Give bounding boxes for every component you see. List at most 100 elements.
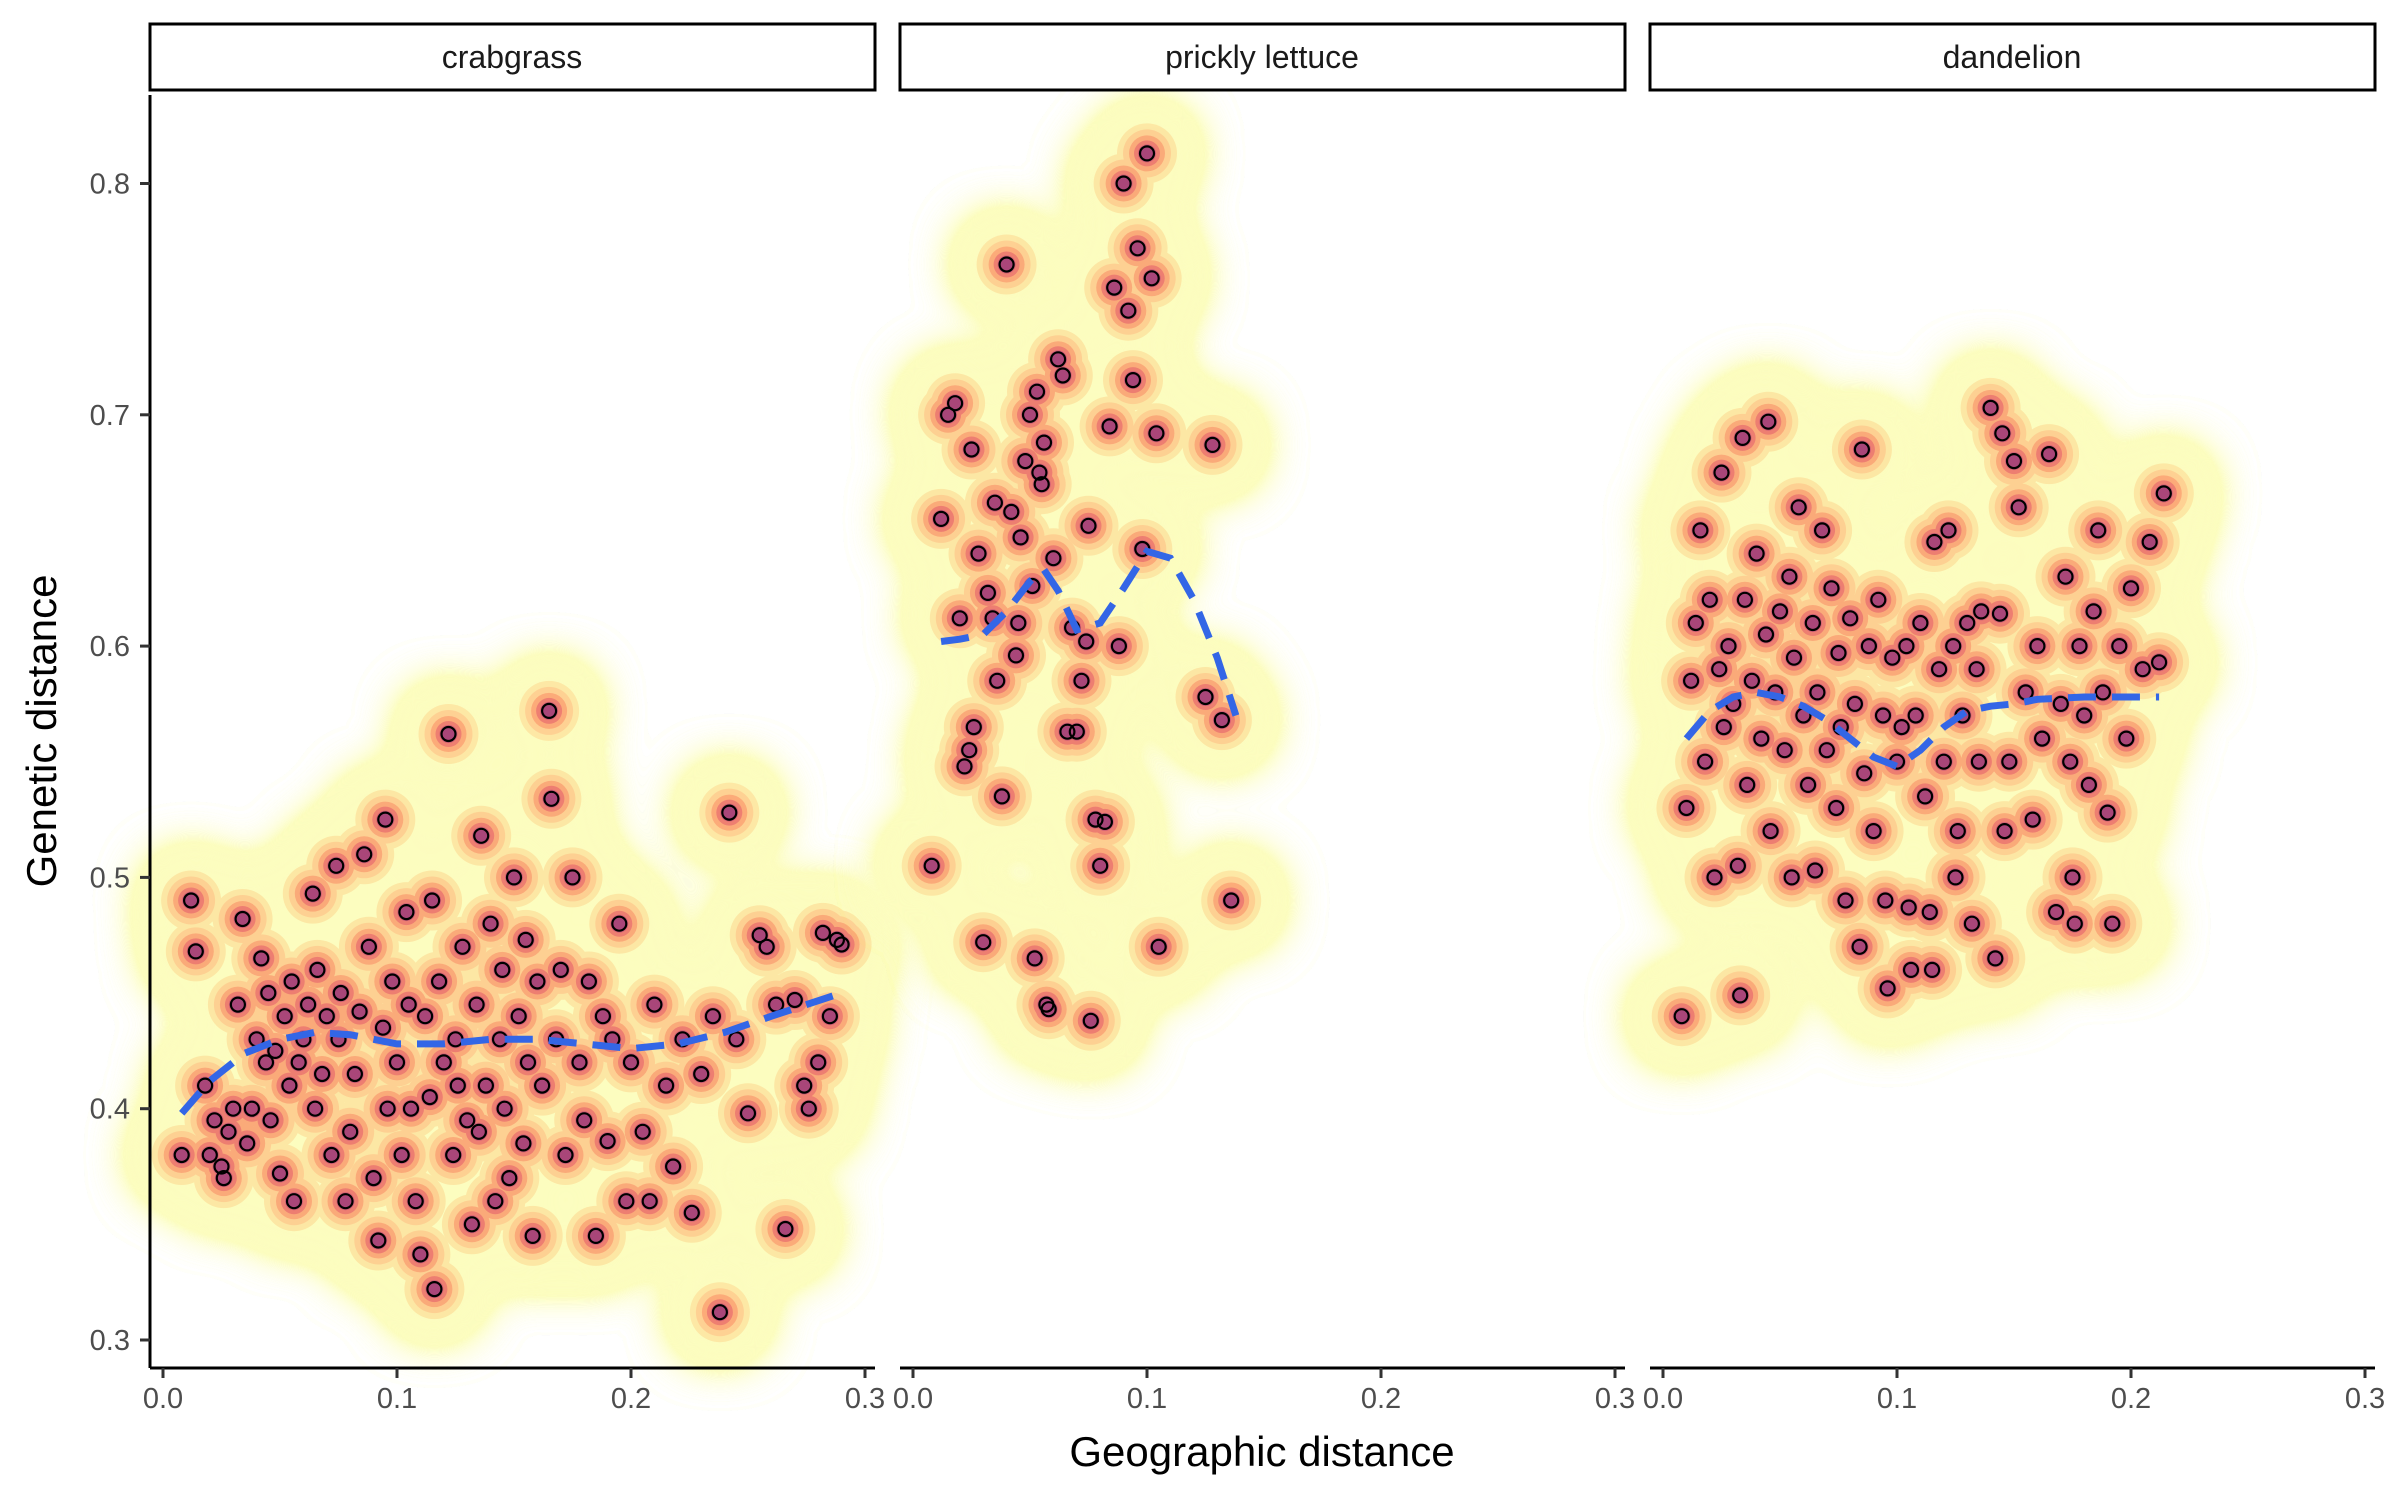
density-kernel <box>995 790 1008 803</box>
strip-box-dandelion <box>1648 22 2377 92</box>
data-point <box>923 857 940 874</box>
data-point <box>1729 857 1747 874</box>
density-kernel <box>1019 455 1032 468</box>
density-kernel <box>1951 825 1964 838</box>
density-kernel <box>2071 702 2098 729</box>
data-point <box>1856 765 1873 782</box>
data-point <box>197 1077 214 1094</box>
density-kernel <box>788 994 801 1006</box>
density-kernel <box>1989 952 2002 965</box>
data-point <box>721 804 738 821</box>
density-kernel <box>1874 975 1901 1002</box>
density-kernel <box>2061 628 2098 665</box>
density-kernel <box>339 1195 352 1208</box>
density-kernel <box>234 1130 261 1157</box>
density-kernel <box>383 1137 420 1173</box>
density-kernel <box>2059 570 2072 583</box>
data-point <box>431 973 448 990</box>
data-point <box>398 903 415 921</box>
density-kernel <box>1680 802 1693 814</box>
density-kernel <box>360 1222 397 1259</box>
data-point <box>704 1008 722 1025</box>
data-point <box>1851 938 1868 955</box>
density-kernel <box>561 1044 598 1081</box>
density-kernel <box>2056 905 2093 942</box>
density-kernel <box>1914 617 1927 629</box>
density-kernel <box>294 875 331 912</box>
data-point <box>1846 695 1864 713</box>
density-kernel <box>1855 443 1868 456</box>
density-kernel <box>1012 448 1039 475</box>
data-point <box>1760 413 1777 430</box>
density-kernel <box>377 1021 389 1034</box>
density-kernel <box>367 1172 380 1185</box>
density-kernel <box>348 1068 361 1080</box>
y-ticks: 0.3 0.4 0.5 0.6 0.7 0.8 <box>90 169 150 1357</box>
density-kernel <box>760 940 773 953</box>
density-kernel <box>185 894 198 907</box>
density-kernel <box>1002 519 1039 556</box>
data-point <box>424 892 441 909</box>
density-kernel <box>589 1229 602 1242</box>
density-kernel <box>1982 595 2018 632</box>
data-point <box>1012 529 1029 546</box>
density-kernel <box>2085 517 2112 544</box>
density-kernel <box>1778 864 1805 891</box>
density-kernel <box>1972 755 1985 768</box>
density-kernel <box>1058 713 1095 750</box>
density-kernel <box>456 940 469 953</box>
density-kernel <box>970 929 997 956</box>
density-kernel <box>2096 686 2109 699</box>
density-kernel <box>1860 581 1897 618</box>
density-kernel <box>1668 790 1705 826</box>
density-kernel <box>423 1091 436 1104</box>
density-kernel <box>379 968 406 995</box>
density-kernel <box>620 1195 633 1208</box>
density-kernel <box>1012 617 1025 629</box>
density-kernel <box>304 1056 341 1092</box>
density-kernel <box>1701 864 1728 891</box>
density-kernel <box>500 998 537 1035</box>
density-kernel <box>2101 628 2138 665</box>
data-point <box>946 395 964 412</box>
density-kernel <box>1764 825 1777 838</box>
density-kernel <box>956 737 983 764</box>
density-kernel <box>2031 436 2068 473</box>
density-kernel <box>327 1183 364 1220</box>
data-point <box>1963 915 1981 932</box>
density-kernel <box>1745 674 1758 687</box>
density-kernel <box>1138 265 1165 292</box>
data-point <box>1748 545 1765 562</box>
density-kernel <box>1738 667 1765 694</box>
density-kernel <box>1024 378 1050 405</box>
density-kernel <box>1879 894 1892 907</box>
density-kernel <box>767 1211 804 1247</box>
density-kernel <box>295 991 322 1018</box>
density-kernel <box>779 1223 792 1235</box>
density-kernel <box>1820 635 1857 671</box>
density-kernel <box>1010 649 1022 662</box>
density-kernel <box>477 910 504 937</box>
density-kernel <box>631 1183 668 1220</box>
density-kernel <box>346 998 373 1025</box>
data-point <box>435 1054 452 1071</box>
density-kernel <box>285 1049 312 1076</box>
density-kernel <box>1998 825 2011 838</box>
density-kernel <box>935 401 962 428</box>
data-point <box>1991 605 2009 622</box>
density-kernel <box>320 1021 357 1058</box>
density-kernel <box>596 1010 609 1023</box>
density-kernel <box>716 799 743 826</box>
data-point <box>220 1123 237 1140</box>
density-kernel <box>1991 743 2028 780</box>
data-point <box>1204 436 1221 453</box>
density-kernel <box>1855 813 1892 850</box>
data-point <box>1940 522 1957 539</box>
data-point <box>183 892 200 909</box>
data-point <box>540 702 558 720</box>
density-kernel <box>1953 905 1990 942</box>
density-kernel <box>1846 933 1873 960</box>
density-kernel <box>988 783 1015 810</box>
data-point <box>1970 753 1988 770</box>
density-kernel <box>816 1003 843 1030</box>
